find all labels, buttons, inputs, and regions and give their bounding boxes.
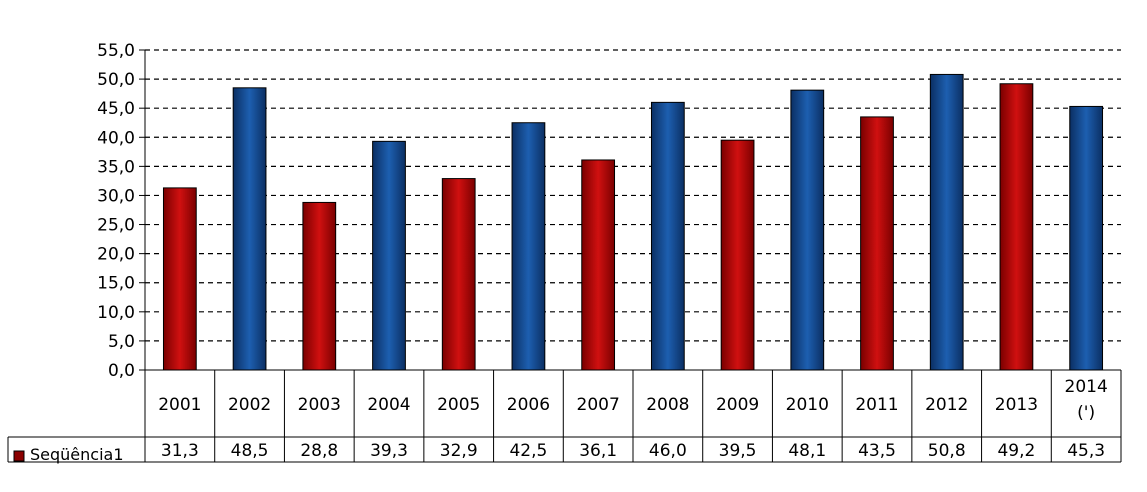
value-label: 39,3 — [370, 441, 408, 461]
bar-2004 — [372, 140, 406, 371]
bar-2006 — [511, 122, 546, 371]
bar-2005 — [441, 178, 476, 371]
bar-2011 — [860, 116, 894, 371]
category-label: 2012 — [925, 395, 968, 415]
bar-2001 — [162, 187, 197, 371]
bar-2003 — [302, 201, 337, 371]
y-tick-label: 25,0 — [97, 216, 135, 236]
y-tick-label: 10,0 — [97, 303, 135, 323]
category-label: 2001 — [158, 395, 201, 415]
category-label: 2014 — [1065, 377, 1108, 397]
data-table: 2001 31,3 2002 48,5 2003 28,8 2004 39,3 2005 32,9… — [7, 369, 1122, 464]
value-label: 28,8 — [300, 441, 338, 461]
category-label: 2006 — [507, 395, 550, 415]
bar-2010 — [790, 89, 825, 371]
legend-label: Seqüência1 — [30, 445, 124, 464]
bar-2007 — [581, 159, 616, 371]
y-tick-label: 35,0 — [97, 157, 135, 177]
category-label: 2004 — [367, 395, 410, 415]
bars — [162, 73, 1104, 371]
value-label: 42,5 — [509, 441, 547, 461]
value-label: 49,2 — [997, 441, 1035, 461]
category-label: 2010 — [786, 395, 829, 415]
y-tick-label: 0,0 — [108, 361, 135, 381]
bar-2002 — [232, 87, 267, 371]
value-label: 43,5 — [858, 441, 896, 461]
category-label: 2003 — [298, 395, 341, 415]
y-tick-label: 45,0 — [97, 99, 135, 119]
value-label: 48,5 — [231, 441, 269, 461]
y-tick-label: 55,0 — [97, 41, 135, 61]
bar-2013 — [999, 83, 1034, 371]
value-label: 31,3 — [161, 441, 199, 461]
bar-2008 — [650, 101, 685, 371]
category-note: (') — [1077, 403, 1095, 423]
y-tick-label: 50,0 — [97, 70, 135, 90]
bar-2012 — [929, 73, 964, 371]
value-label: 46,0 — [649, 441, 687, 461]
category-label: 2002 — [228, 395, 271, 415]
value-label: 45,3 — [1067, 441, 1105, 461]
category-label: 2005 — [437, 395, 480, 415]
y-tick-label: 30,0 — [97, 186, 135, 206]
value-label: 39,5 — [719, 441, 757, 461]
category-label: 2013 — [995, 395, 1038, 415]
gridlines — [145, 49, 1121, 342]
category-label: 2011 — [855, 395, 898, 415]
value-label: 32,9 — [440, 441, 478, 461]
y-tick-label: 20,0 — [97, 245, 135, 265]
category-label: 2007 — [577, 395, 620, 415]
bar-2009 — [720, 139, 755, 371]
category-label: 2008 — [646, 395, 689, 415]
legend-key — [13, 450, 25, 462]
category-label: 2009 — [716, 395, 759, 415]
bar-2014 — [1069, 105, 1104, 371]
y-tick-label: 5,0 — [108, 332, 135, 352]
y-tick-label: 15,0 — [97, 274, 135, 294]
y-tick-label: 40,0 — [97, 128, 135, 148]
y-axis: 0,0 5,0 10,0 15,0 20,0 25,0 30,0 35,0 40,0 45,0 50… — [97, 41, 146, 381]
value-label: 48,1 — [788, 441, 826, 461]
value-label: 36,1 — [579, 441, 617, 461]
value-label: 50,8 — [928, 441, 966, 461]
